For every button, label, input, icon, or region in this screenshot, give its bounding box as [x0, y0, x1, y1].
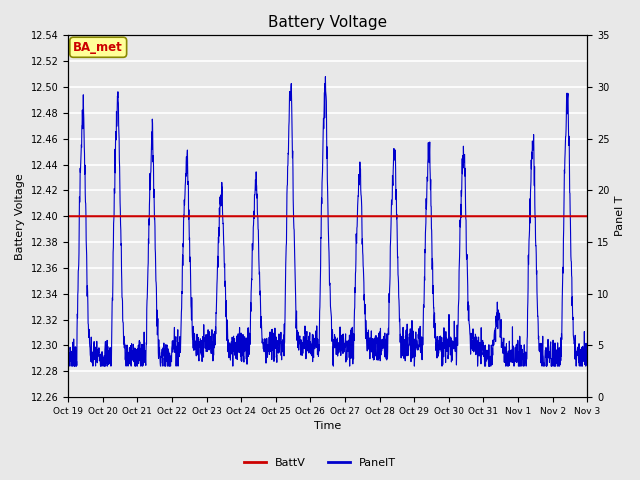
Text: BA_met: BA_met: [74, 41, 123, 54]
Y-axis label: Battery Voltage: Battery Voltage: [15, 173, 25, 260]
Legend: BattV, PanelT: BattV, PanelT: [239, 453, 401, 472]
Y-axis label: Panel T: Panel T: [615, 196, 625, 237]
Title: Battery Voltage: Battery Voltage: [268, 15, 387, 30]
X-axis label: Time: Time: [314, 421, 341, 432]
